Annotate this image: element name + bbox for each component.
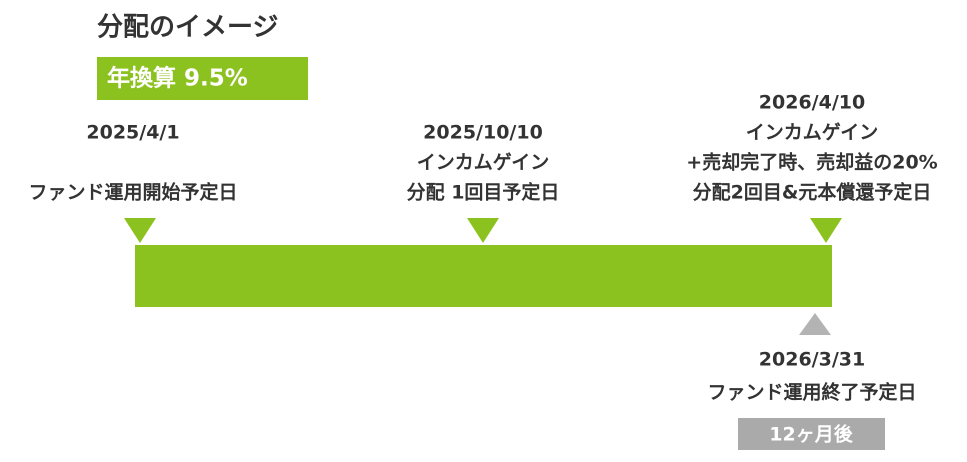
milestone-text: ファンド運用開始予定日 — [28, 181, 237, 204]
milestone-text: 分配2回目&元本償還予定日 — [693, 181, 932, 204]
marker — [124, 218, 156, 243]
badge-box — [97, 57, 308, 100]
end-text: ファンド運用終了予定日 — [707, 381, 916, 404]
milestone-text: 2025/10/10 — [423, 122, 543, 144]
title: 分配のイメージ — [97, 13, 278, 43]
milestone-text: 2025/4/1 — [86, 122, 179, 144]
milestone-text: 分配 1回目予定日 — [407, 181, 560, 204]
end-marker — [799, 313, 831, 335]
milestone-text: 2026/4/10 — [759, 92, 865, 114]
end-text: 2026/3/31 — [759, 349, 865, 371]
badge: 年換算 9.5% — [107, 65, 248, 92]
duration: 12ヶ月後 — [769, 423, 853, 446]
marker — [467, 218, 499, 243]
marker — [810, 218, 842, 243]
milestone-text: +売却完了時、売却益の20% — [686, 151, 937, 174]
milestone-text: インカムゲイン — [746, 122, 879, 144]
milestone-text: インカムゲイン — [417, 152, 550, 174]
duration-box — [738, 418, 885, 450]
timeline-bar — [135, 245, 832, 307]
